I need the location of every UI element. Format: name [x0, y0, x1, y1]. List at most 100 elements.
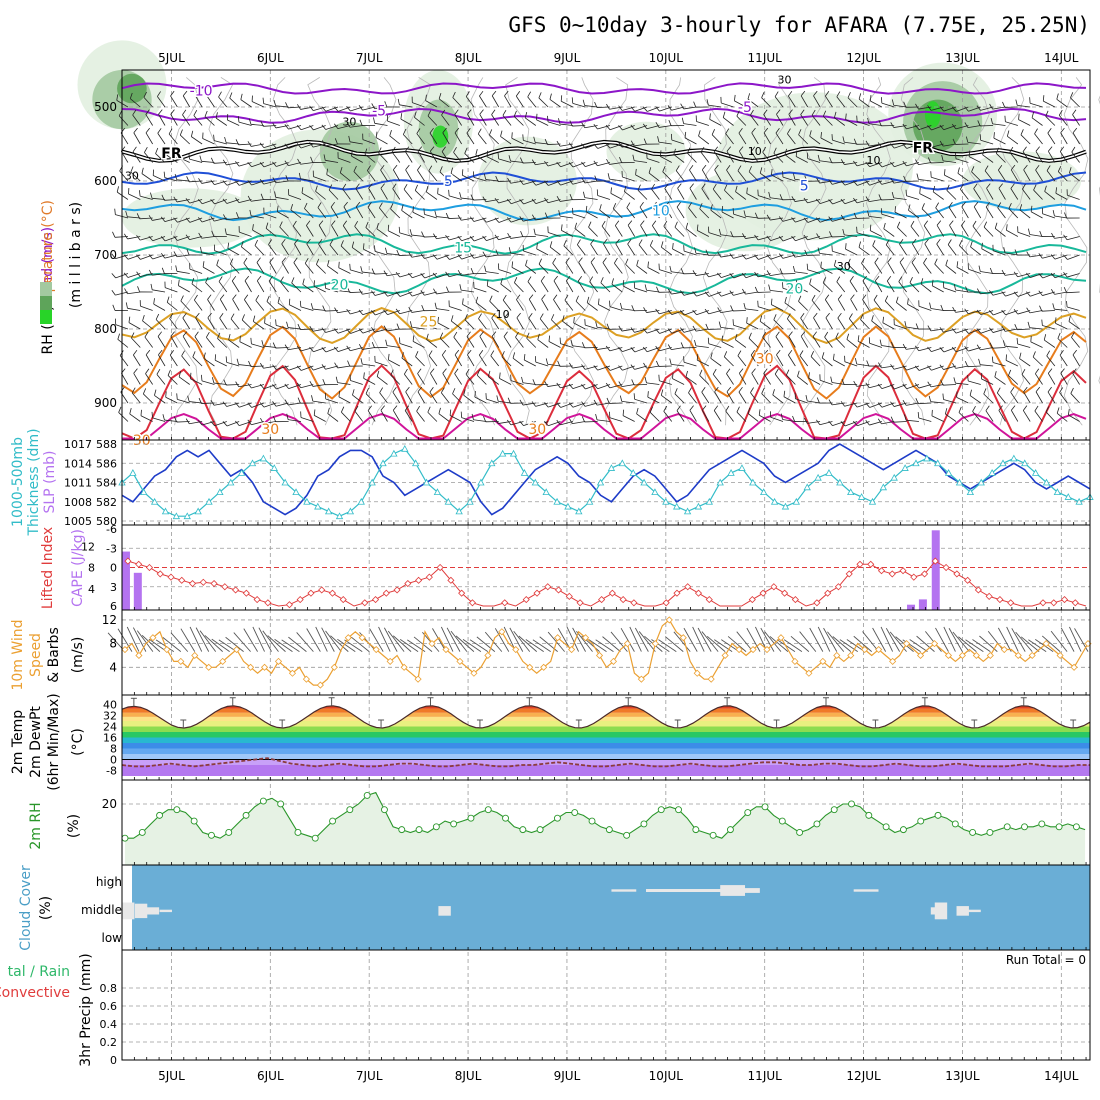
contour-label: 30: [261, 422, 279, 438]
wind-barb-flag: [508, 247, 511, 254]
wind-barb-flag: [437, 316, 439, 323]
wind-barb: [664, 188, 673, 200]
wind-barb: [510, 236, 524, 239]
wind-barb-flag: [558, 118, 561, 125]
wind-barb: [354, 410, 364, 422]
wind-barb-flag: [384, 101, 388, 108]
wind-barb: [1009, 152, 1019, 163]
wind-barb-flag: [1018, 113, 1020, 120]
wind-barb-flag: [1006, 224, 1008, 231]
wind-barb: [794, 178, 808, 182]
wind-barb-flag: [1041, 319, 1043, 326]
wind-marker: [163, 645, 171, 654]
li-marker: [145, 563, 154, 572]
wind-barb-flag: [163, 171, 166, 178]
wind-barb-flag: [773, 314, 777, 320]
wind-barb-flag: [239, 335, 241, 342]
wind-barb-flag: [371, 341, 375, 348]
wind-barb-flag: [672, 242, 674, 250]
wind-barb: [473, 217, 487, 222]
wind-barb: [313, 106, 326, 112]
wind-barb-flag: [495, 175, 499, 182]
wind-barb: [837, 299, 846, 311]
wind-barb-flag: [667, 288, 672, 295]
wind-barb-flag: [284, 399, 289, 406]
wind-barb: [906, 143, 920, 149]
rh-marker: [294, 829, 302, 836]
surface-wind-barb: [706, 635, 726, 652]
wind-barb-flag: [333, 328, 339, 334]
wind-barb-flag: [351, 241, 355, 248]
wind-barb: [811, 300, 821, 311]
wind-barb: [145, 373, 153, 385]
wind-barb: [1005, 291, 1018, 297]
wind-barb-flag: [583, 191, 586, 198]
surface-wind-barb: [378, 626, 391, 652]
wind-barb-flag: [284, 383, 289, 389]
wind-barb-flag: [285, 175, 289, 182]
wind-barb-flag: [553, 275, 559, 282]
wind-barb: [504, 95, 512, 108]
contour-label: 15: [454, 241, 472, 257]
wind-barb: [862, 280, 870, 293]
wind-barb-flag: [791, 235, 796, 241]
wind-barb: [189, 217, 203, 223]
wind-barb: [388, 359, 401, 367]
wind-barb: [1022, 151, 1031, 163]
wind-barb: [980, 106, 994, 111]
wind-barb: [868, 216, 882, 219]
wind-barb: [202, 199, 215, 205]
wind-barb: [403, 134, 413, 145]
wind-barb: [906, 365, 920, 371]
panel-frame: [121, 949, 1091, 1061]
wind-barb: [651, 225, 660, 237]
wind-barb-flag: [556, 402, 561, 408]
wind-barb: [226, 233, 240, 237]
wind-barb-flag: [466, 128, 471, 134]
wind-barb-flag: [737, 165, 742, 171]
wind-barb-flag: [520, 230, 524, 237]
wind-barb-flag: [877, 383, 883, 389]
wind-barb-flag: [442, 127, 447, 134]
wind-barb: [584, 197, 598, 200]
wind-barb: [1056, 412, 1068, 422]
wind-barb: [770, 197, 784, 200]
temp-band: [122, 765, 1090, 776]
wind-barb: [947, 244, 957, 256]
cape-ytick: 4: [88, 583, 95, 596]
wind-barb-flag: [173, 217, 178, 223]
wind-barb: [968, 268, 981, 274]
wind-barb-flag: [835, 332, 839, 339]
li-marker: [619, 596, 627, 604]
wind-barb-flag: [358, 309, 364, 315]
wind-barb: [441, 354, 450, 367]
temp-band: [122, 705, 1090, 709]
wind-barb-flag: [235, 139, 239, 145]
contour-label: 25: [420, 315, 438, 331]
wind-barb: [304, 263, 314, 274]
wind-barb-flag: [834, 111, 837, 118]
wind-barb: [337, 125, 351, 130]
wind-barb-flag: [985, 405, 990, 411]
wind-barb-flag: [531, 198, 537, 204]
wind-barb: [1008, 208, 1019, 219]
wind-barb-flag: [299, 300, 302, 307]
wind-barb: [750, 151, 759, 163]
wind-barb-flag: [849, 276, 854, 282]
wind-barb: [858, 98, 870, 108]
wind-barb-flag: [603, 238, 608, 245]
wind-barb-flag: [186, 249, 190, 256]
wind-marker: [316, 681, 324, 689]
wind-barb-flag: [353, 165, 357, 172]
surface-wind-barb: [432, 628, 447, 652]
wind-barb: [994, 228, 1006, 237]
temp-band: [122, 748, 1090, 754]
surface-wind-barb: [274, 638, 293, 652]
wind-barb-flag: [649, 240, 654, 246]
wind-barb: [738, 391, 747, 404]
wind-barb-flag: [182, 90, 188, 96]
wind-barb: [609, 125, 623, 131]
surface-wind-barb: [369, 628, 384, 652]
wind-marker: [693, 669, 701, 677]
wind-barb: [119, 355, 129, 367]
